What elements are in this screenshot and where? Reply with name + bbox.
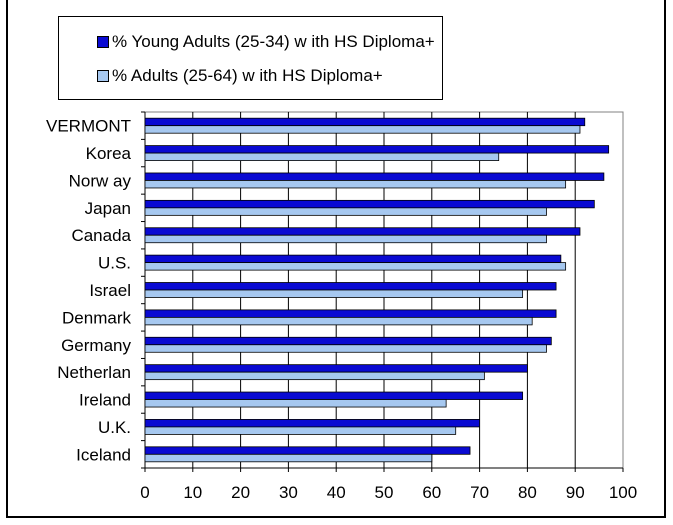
bar-young-adults-7 [144,309,557,318]
x-tick-label-60: 60 [422,483,441,502]
bar-adults-11 [144,426,457,435]
bar-adults-6 [144,289,524,298]
x-tick-label-90: 90 [566,483,585,502]
bar-adults-12 [144,453,433,463]
bar-adults-7 [144,316,533,326]
bar-young-adults-1 [144,145,610,154]
category-label-2: Norw ay [69,171,132,190]
category-label-11: U.K. [98,418,131,437]
bar-young-adults-4 [144,227,581,236]
bar-young-adults-3 [144,199,595,209]
legend-swatch-young-adults [97,36,109,48]
x-tick-label-40: 40 [327,483,346,502]
bar-adults-0 [144,125,581,134]
bar-young-adults-9 [144,364,528,373]
x-tick-label-10: 10 [183,483,202,502]
category-label-9: Netherlan [57,363,131,382]
bar-adults-8 [144,344,547,353]
legend: % Young Adults (25-34) w ith HS Diploma+… [58,16,443,100]
bar-young-adults-8 [144,336,552,346]
x-tick-label-50: 50 [375,483,394,502]
bar-adults-10 [144,399,447,408]
legend-label-adults: % Adults (25-64) w ith HS Diploma+ [112,66,383,85]
x-tick-label-20: 20 [231,483,250,502]
category-label-10: Ireland [79,391,131,410]
category-label-0: VERMONT [46,117,131,136]
category-label-8: Germany [61,336,131,355]
bar-adults-3 [144,207,547,216]
category-label-6: Israel [89,281,131,300]
x-tick-label-70: 70 [470,483,489,502]
bar-adults-1 [144,152,500,161]
category-label-12: Iceland [76,445,131,464]
x-tick-label-30: 30 [279,483,298,502]
category-label-4: Canada [71,226,131,245]
category-label-1: Korea [86,144,132,163]
x-tick-label-0: 0 [140,483,149,502]
bar-adults-2 [144,180,567,189]
bar-young-adults-0 [144,117,586,127]
x-tick-label-80: 80 [518,483,537,502]
category-label-5: U.S. [98,254,131,273]
bar-young-adults-12 [144,446,471,455]
legend-item-adults: % Adults (25-64) w ith HS Diploma+ [97,64,383,88]
category-label-3: Japan [85,199,131,218]
bar-young-adults-5 [144,254,562,264]
bar-adults-5 [144,262,567,271]
bar-young-adults-11 [144,419,481,428]
legend-item-young-adults: % Young Adults (25-34) w ith HS Diploma+ [97,30,435,54]
bar-young-adults-6 [144,282,557,291]
x-tick-label-100: 100 [609,483,637,502]
category-label-7: Denmark [62,308,131,327]
bar-young-adults-2 [144,172,605,181]
legend-swatch-adults [97,70,109,82]
bar-young-adults-10 [144,391,524,400]
bar-adults-9 [144,371,485,381]
bar-adults-4 [144,234,547,244]
legend-label-young-adults: % Young Adults (25-34) w ith HS Diploma+ [112,32,435,51]
